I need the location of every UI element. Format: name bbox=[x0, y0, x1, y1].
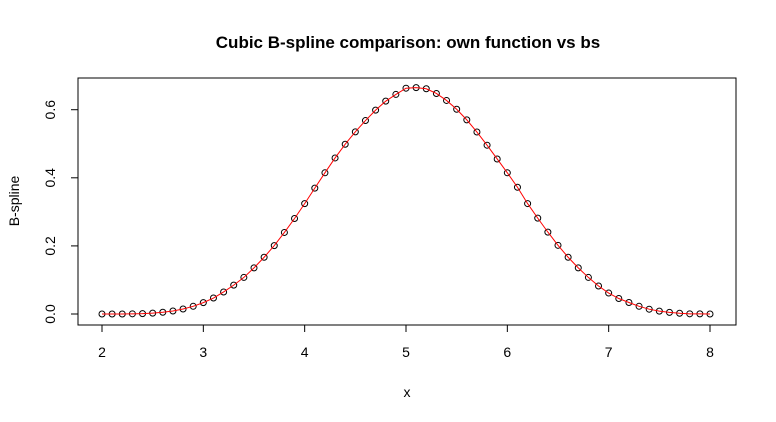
x-tick-label: 6 bbox=[503, 344, 511, 360]
data-point bbox=[220, 288, 228, 296]
data-point bbox=[473, 128, 481, 136]
x-axis-label: x bbox=[404, 384, 411, 400]
data-point bbox=[280, 228, 288, 236]
y-tick-label: 0.0 bbox=[42, 304, 58, 324]
data-point bbox=[554, 241, 562, 249]
data-point bbox=[513, 183, 521, 191]
data-point bbox=[291, 214, 299, 222]
data-point bbox=[443, 96, 451, 104]
y-tick-label: 0.4 bbox=[42, 168, 58, 188]
data-point bbox=[503, 169, 511, 177]
chart-title: Cubic B-spline comparison: own function … bbox=[216, 33, 600, 52]
y-axis: 0.0 0.2 0.4 0.6 bbox=[42, 100, 79, 324]
x-tick-label: 3 bbox=[199, 344, 207, 360]
data-point bbox=[493, 155, 501, 163]
point-series bbox=[98, 84, 714, 318]
x-axis: 2 3 4 5 6 7 8 bbox=[98, 324, 714, 360]
fitted-line-series bbox=[102, 87, 711, 315]
data-point bbox=[250, 264, 258, 272]
data-point bbox=[301, 200, 309, 208]
data-point bbox=[270, 242, 278, 250]
data-point bbox=[260, 253, 268, 261]
y-tick-label: 0.2 bbox=[42, 236, 58, 256]
data-point bbox=[351, 128, 359, 136]
x-tick-label: 2 bbox=[98, 344, 106, 360]
data-point bbox=[372, 106, 380, 114]
data-point bbox=[199, 299, 207, 307]
x-tick-label: 7 bbox=[605, 344, 613, 360]
data-point bbox=[574, 264, 582, 272]
x-tick-label: 4 bbox=[301, 344, 309, 360]
plot-frame bbox=[77, 77, 737, 326]
data-point bbox=[230, 281, 238, 289]
data-point bbox=[524, 200, 532, 208]
data-point bbox=[463, 116, 471, 124]
data-point bbox=[645, 305, 653, 313]
data-point bbox=[341, 140, 349, 148]
data-point bbox=[361, 117, 369, 125]
y-tick-label: 0.6 bbox=[42, 100, 58, 120]
data-point bbox=[564, 253, 572, 261]
data-point bbox=[240, 273, 248, 281]
data-point bbox=[605, 289, 613, 297]
data-point bbox=[453, 105, 461, 113]
data-point bbox=[209, 294, 217, 302]
y-axis-label: B-spline bbox=[6, 176, 22, 227]
data-point bbox=[625, 298, 633, 306]
data-point bbox=[483, 141, 491, 149]
data-point bbox=[382, 97, 390, 105]
data-point bbox=[189, 302, 197, 310]
data-point bbox=[179, 305, 187, 313]
data-point bbox=[392, 90, 400, 98]
data-point bbox=[544, 228, 552, 236]
data-point bbox=[432, 89, 440, 97]
x-tick-label: 5 bbox=[402, 344, 410, 360]
data-point bbox=[331, 154, 339, 162]
x-tick-label: 8 bbox=[706, 344, 714, 360]
data-point bbox=[321, 169, 329, 177]
data-point bbox=[534, 214, 542, 222]
data-point bbox=[595, 282, 603, 290]
data-point bbox=[311, 184, 319, 192]
series-line bbox=[102, 87, 711, 315]
data-point bbox=[635, 302, 643, 310]
data-point bbox=[615, 295, 623, 303]
data-point bbox=[584, 273, 592, 281]
